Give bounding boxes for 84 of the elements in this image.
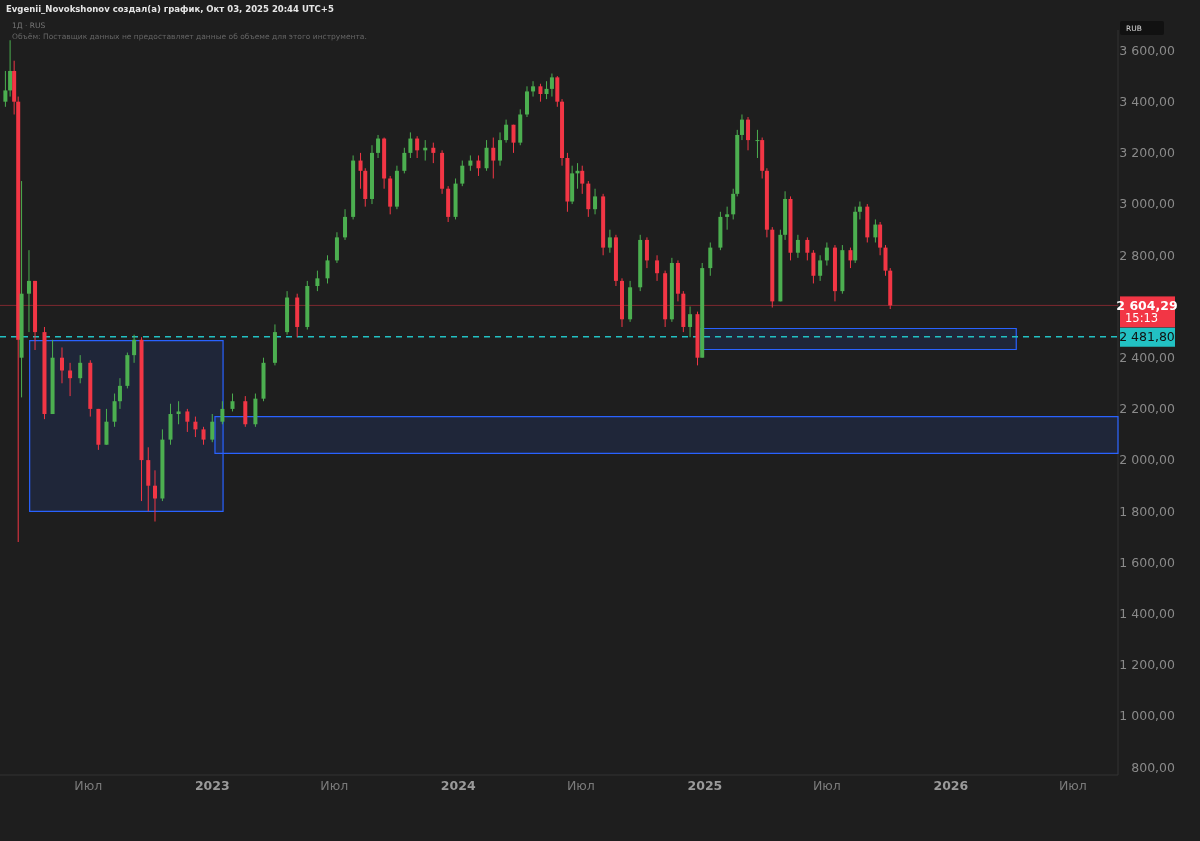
candlestick: [243, 395, 248, 428]
x-tick-label: Июл: [812, 778, 841, 793]
candlestick: [402, 147, 407, 174]
candlestick: [3, 70, 8, 108]
x-tick-label: 2024: [440, 778, 476, 793]
candlestick: [104, 408, 109, 446]
x-tick-label: 2025: [687, 778, 723, 793]
y-tick-label: 3 600,00: [1119, 42, 1176, 58]
y-tick-label: 1 600,00: [1119, 554, 1176, 570]
candlestick: [805, 236, 810, 261]
candlestick: [78, 354, 83, 384]
x-tick-label: Июл: [1058, 778, 1087, 793]
candlestick: [708, 241, 713, 277]
candlestick: [878, 221, 883, 256]
candlestick: [117, 377, 122, 410]
text: 15:13: [1125, 311, 1159, 326]
candlestick: [220, 400, 225, 425]
candlestick: [824, 241, 829, 267]
candlestick: [818, 254, 823, 282]
candlestick: [883, 244, 888, 277]
candlestick: [325, 254, 330, 284]
x-tick-label: Июл: [74, 778, 103, 793]
candlestick: [334, 231, 339, 264]
candlestick: [531, 80, 536, 98]
candlestick: [857, 201, 862, 220]
chart-title: Evgenii_Novokshonov создал(а) график, Окт 03, 2025 20:44 UTC+5: [6, 4, 334, 14]
candlestick: [153, 469, 157, 523]
candlestick: [511, 124, 516, 154]
candlestick: [343, 208, 348, 241]
candlestick: [408, 131, 413, 159]
y-tick-label: 2 200,00: [1119, 401, 1176, 417]
y-tick-label: 800,00: [1131, 759, 1176, 775]
candlestick: [593, 188, 598, 215]
candlestick: [176, 400, 181, 425]
candlestick: [795, 234, 800, 259]
candlestick: [8, 39, 13, 98]
x-tick-label: Июл: [566, 778, 595, 793]
y-tick-label: 1 200,00: [1119, 657, 1176, 673]
x-tick-label: Июл: [320, 778, 349, 793]
candlestick: [746, 116, 751, 151]
candlestick: [132, 334, 137, 364]
candlestick: [26, 249, 31, 333]
candlestick: [873, 218, 878, 243]
candlestick: [185, 408, 190, 433]
candlestick: [315, 270, 320, 292]
x-tick-label: 2023: [194, 778, 230, 793]
candlestick: [431, 142, 436, 164]
candlestick: [498, 131, 503, 167]
candlestick: [688, 305, 693, 338]
candlestick: [607, 229, 612, 254]
candlestick: [460, 160, 465, 187]
candlestick: [68, 362, 73, 397]
y-tick-label: 2 000,00: [1119, 452, 1176, 468]
candlestick: [655, 254, 660, 282]
y-tick-label: 3 400,00: [1119, 94, 1176, 110]
candlestick: [755, 129, 760, 159]
candlestick: [524, 85, 529, 118]
candlestick: [549, 73, 554, 98]
candlestick: [848, 247, 853, 269]
y-tick-label: 3 000,00: [1119, 196, 1176, 212]
y-tick-label: 1 800,00: [1119, 503, 1176, 519]
candlestick: [358, 152, 363, 190]
candlestick: [811, 249, 816, 284]
candlestick: [484, 139, 489, 172]
candlestick: [376, 134, 381, 159]
candlestick: [725, 206, 730, 231]
y-tick-label: 3 200,00: [1119, 145, 1176, 161]
ref-line-label: 2 481,80: [1119, 329, 1175, 345]
y-tick-label: 1 400,00: [1119, 606, 1176, 622]
y-tick-label: 2 800,00: [1119, 247, 1176, 263]
candlestick: [504, 119, 509, 144]
candlestick: [580, 165, 585, 195]
candlestick: [644, 236, 649, 269]
candlestick: [491, 137, 496, 179]
candlestick: [739, 113, 744, 141]
y-tick-label: 1 000,00: [1119, 708, 1176, 724]
x-tick-label: 2026: [933, 778, 969, 793]
candlestick: [210, 413, 215, 443]
candlestick: [60, 346, 64, 384]
candlestick: [476, 154, 481, 177]
candlestick: [193, 416, 198, 438]
candlestick: [112, 393, 117, 428]
y-tick-label: 2 400,00: [1119, 350, 1176, 366]
candlestick: [415, 135, 420, 159]
